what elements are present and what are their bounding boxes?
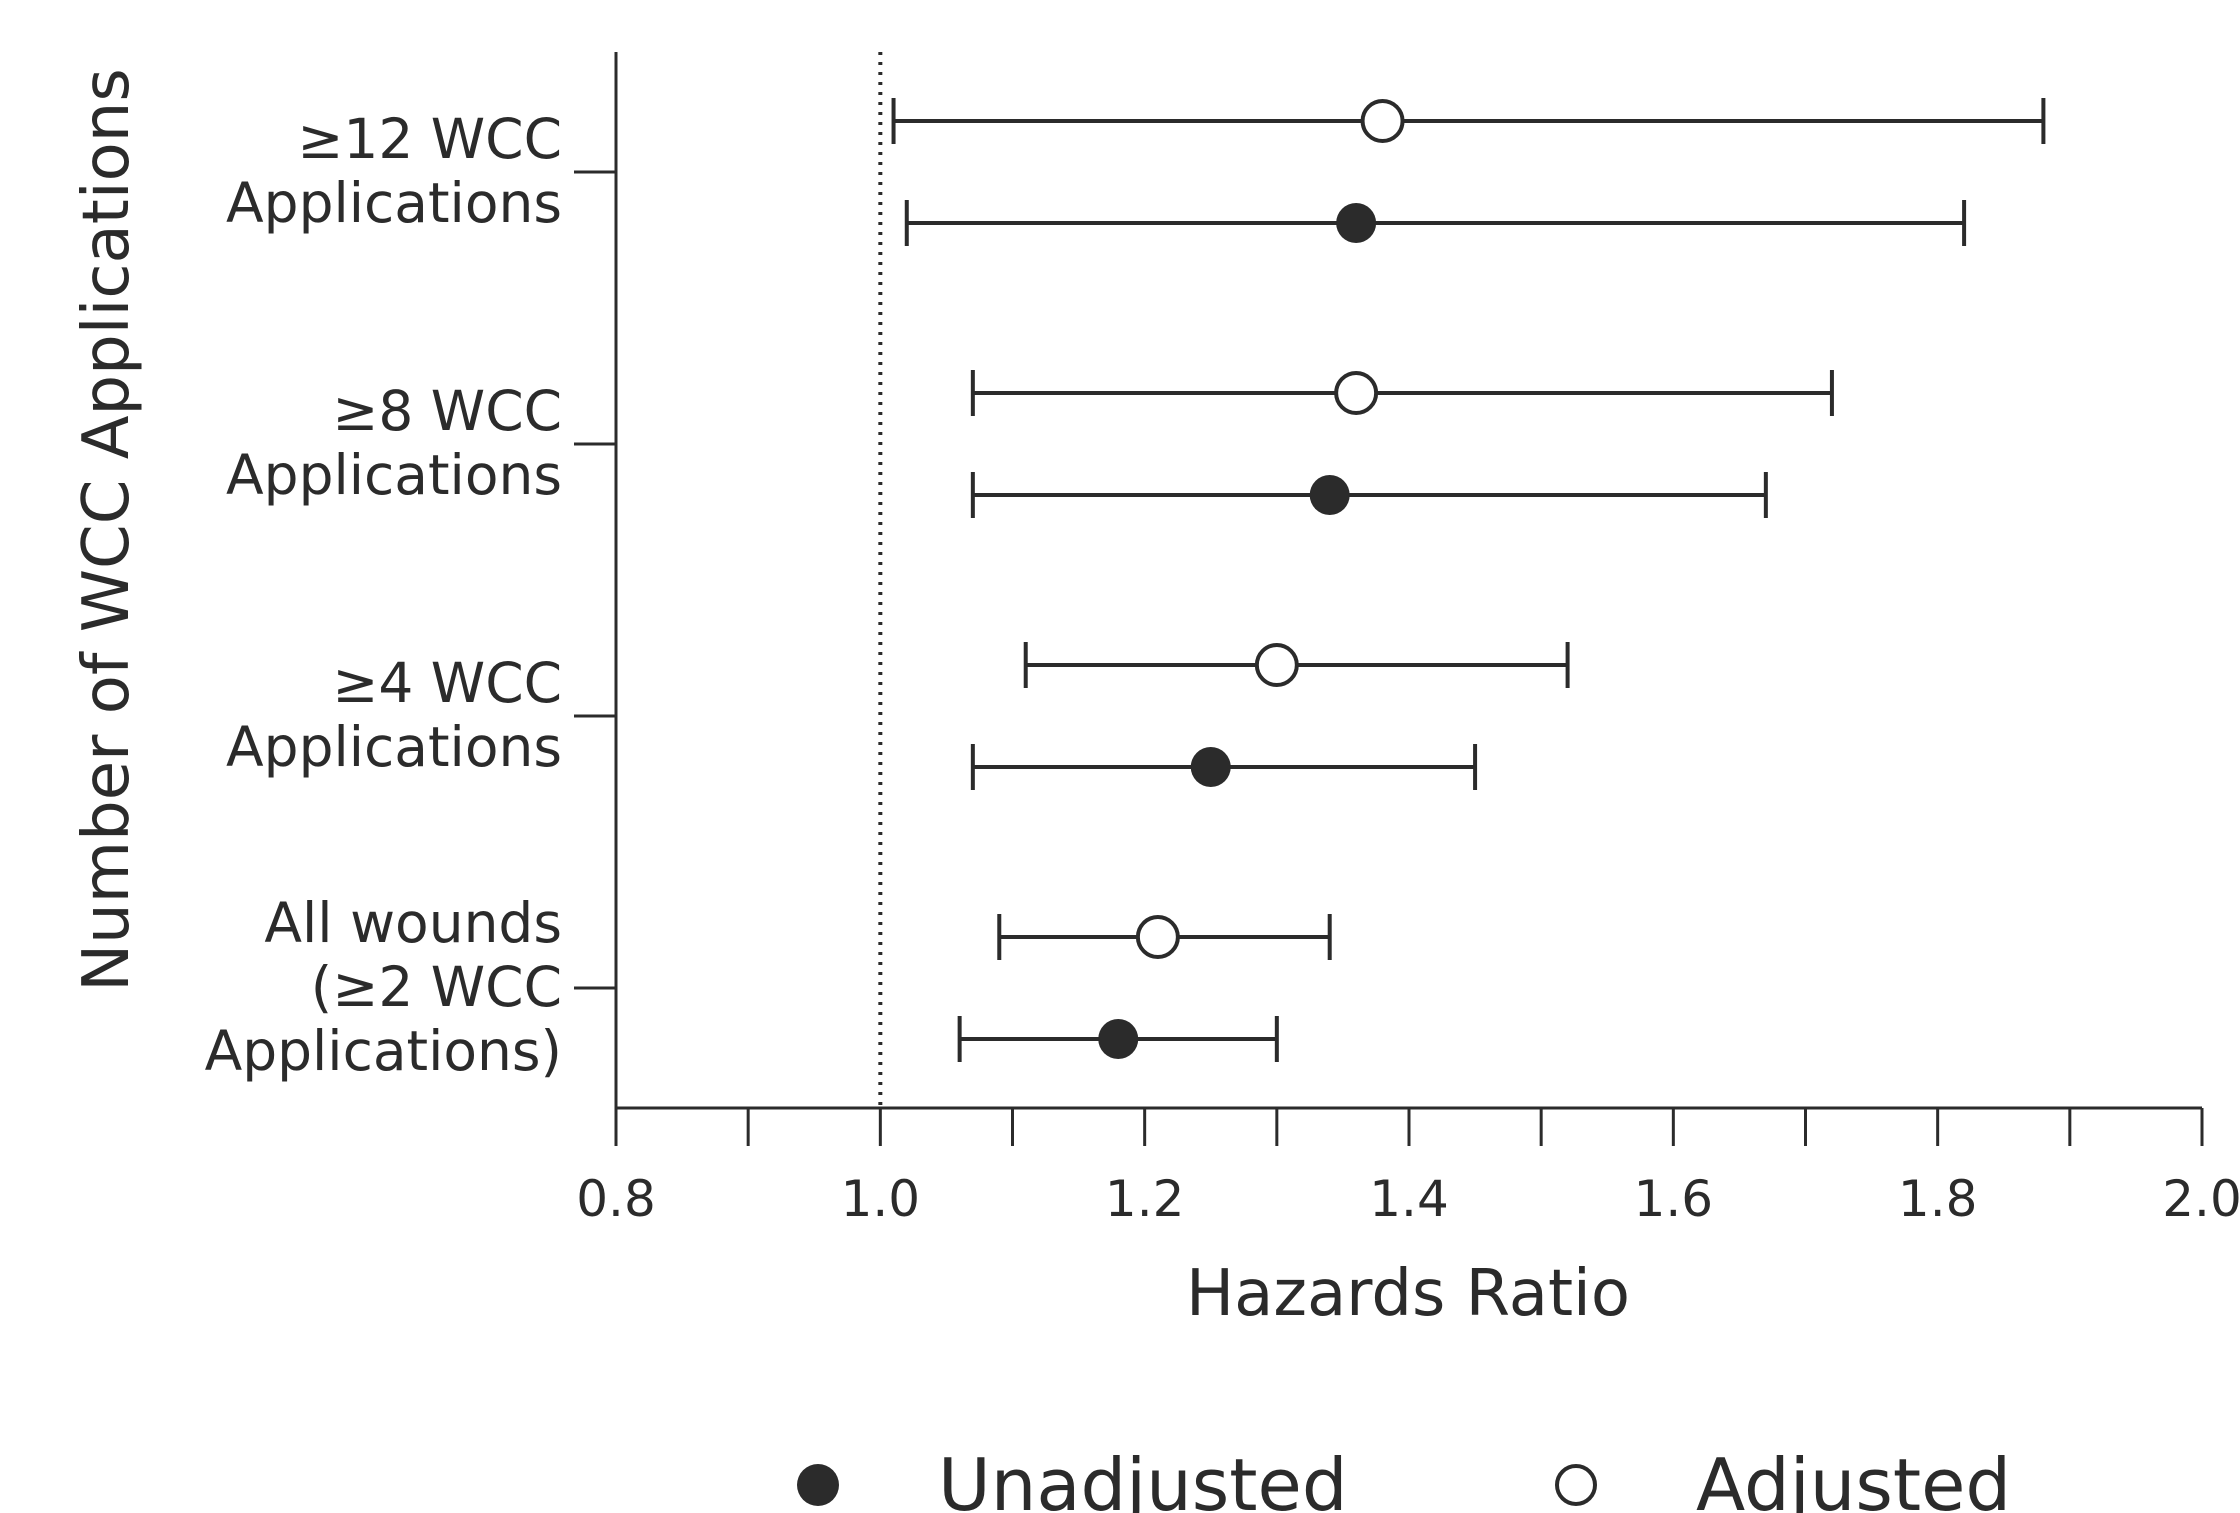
unadjusted-point (1098, 1019, 1139, 1059)
unadjusted-point (1336, 203, 1377, 243)
plot-labels: 0.8 1.0 1.2 1.4 1.6 1.8 2.0≥12 WCCApplications… (205, 107, 2240, 1228)
legend: Unadjusted Adjusted (797, 1443, 2011, 1513)
x-tick-label: 1.6 (1634, 1170, 1714, 1228)
plot-axes (574, 52, 2204, 1146)
ci-row (904, 200, 1967, 246)
adjusted-point (1254, 643, 1299, 687)
x-tick-label: 1.0 (841, 1170, 921, 1228)
unadjusted-point (1309, 475, 1350, 515)
legend-unadjusted-marker (797, 1464, 839, 1506)
category-label: ≥8 WCC (332, 379, 562, 443)
x-tick-label: 0.8 (576, 1170, 656, 1228)
category-label: Applications) (205, 1019, 562, 1083)
plot-marks (891, 98, 2046, 1062)
category-label: Applications (226, 443, 562, 507)
legend-label: Unadjusted (938, 1443, 1348, 1513)
category-label: ≥12 WCC (297, 107, 562, 171)
ci-row (970, 370, 1834, 416)
x-tick-label: 1.4 (1369, 1170, 1449, 1228)
ci-row (970, 744, 1478, 790)
adjusted-point (1334, 371, 1379, 415)
category-label: Applications (226, 715, 562, 779)
ci-row (997, 914, 1332, 960)
adjusted-point (1360, 99, 1405, 143)
legend-label: Adjusted (1696, 1443, 2011, 1513)
ci-row (891, 98, 2046, 144)
unadjusted-point (1190, 747, 1231, 787)
category-label: Applications (226, 171, 562, 235)
legend-adjusted-marker (1555, 1464, 1597, 1506)
y-axis-title: Number of WCC Applications (70, 68, 144, 991)
category-label: ≥4 WCC (332, 651, 562, 715)
ci-row (957, 1016, 1279, 1062)
adjusted-point (1135, 915, 1180, 959)
x-axis-title: Hazards Ratio (1186, 1257, 1630, 1331)
ci-row (970, 472, 1768, 518)
category-label: (≥2 WCC (311, 955, 562, 1019)
x-tick-label: 1.8 (1898, 1170, 1978, 1228)
x-tick-label: 1.2 (1105, 1170, 1185, 1228)
ci-row (1023, 642, 1570, 688)
x-tick-label: 2.0 (2162, 1170, 2240, 1228)
category-label: All wounds (264, 891, 562, 955)
